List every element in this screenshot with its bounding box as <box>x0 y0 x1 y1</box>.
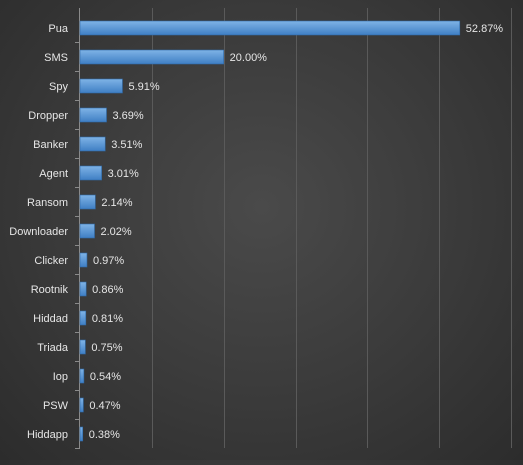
value-label-sms: 20.00% <box>230 52 268 64</box>
bar-pua <box>79 20 461 36</box>
bar-sms <box>79 49 224 65</box>
bar-psw <box>79 397 84 413</box>
value-label-triada: 0.75% <box>91 342 122 354</box>
bar-downloader <box>79 223 95 239</box>
category-label-clicker: Clicker <box>34 255 68 267</box>
value-label-agent: 3.01% <box>108 168 139 180</box>
category-label-triada: Triada <box>37 342 69 354</box>
bar-hiddapp <box>79 426 84 442</box>
category-label-dropper: Dropper <box>28 110 68 122</box>
gridlines <box>152 8 512 448</box>
value-label-hiddapp: 0.38% <box>89 429 120 441</box>
category-label-ransom: Ransom <box>27 197 68 209</box>
bar-banker <box>79 136 106 152</box>
bar-agent <box>79 165 102 181</box>
value-label-psw: 0.47% <box>89 400 120 412</box>
bar-hiddad <box>79 310 87 326</box>
value-labels: 52.87% 20.00% 5.91% 3.69% 3.51% 3.01% 2.14% 2.0… <box>89 23 504 441</box>
bars <box>79 20 461 442</box>
category-label-pua: Pua <box>48 23 68 35</box>
value-label-dropper: 3.69% <box>113 110 144 122</box>
value-label-ransom: 2.14% <box>101 197 132 209</box>
category-label-banker: Banker <box>33 139 68 151</box>
value-label-spy: 5.91% <box>128 81 159 93</box>
bar-iop <box>79 368 85 384</box>
category-label-sms: SMS <box>44 52 68 64</box>
category-axis <box>75 8 80 449</box>
bar-dropper <box>79 107 107 123</box>
bar-rootnik <box>79 281 87 297</box>
value-label-iop: 0.54% <box>90 371 121 383</box>
bar-spy <box>79 78 123 94</box>
category-label-hiddad: Hiddad <box>33 313 68 325</box>
value-label-pua: 52.87% <box>466 23 504 35</box>
category-labels: Pua SMS Spy Dropper Banker Agent Ransom Downloa… <box>9 23 69 441</box>
category-label-psw: PSW <box>43 400 69 412</box>
value-label-clicker: 0.97% <box>93 255 124 267</box>
category-label-iop: Iop <box>53 371 68 383</box>
value-label-rootnik: 0.86% <box>92 284 123 296</box>
value-label-banker: 3.51% <box>111 139 142 151</box>
category-label-rootnik: Rootnik <box>31 284 69 296</box>
value-label-downloader: 2.02% <box>101 226 132 238</box>
bar-clicker <box>79 252 88 268</box>
category-label-downloader: Downloader <box>9 226 68 238</box>
category-label-hiddapp: Hiddapp <box>27 429 68 441</box>
category-label-spy: Spy <box>49 81 68 93</box>
value-label-hiddad: 0.81% <box>92 313 123 325</box>
bar-ransom <box>79 194 96 210</box>
category-label-agent: Agent <box>39 168 68 180</box>
bar-triada <box>79 339 86 355</box>
